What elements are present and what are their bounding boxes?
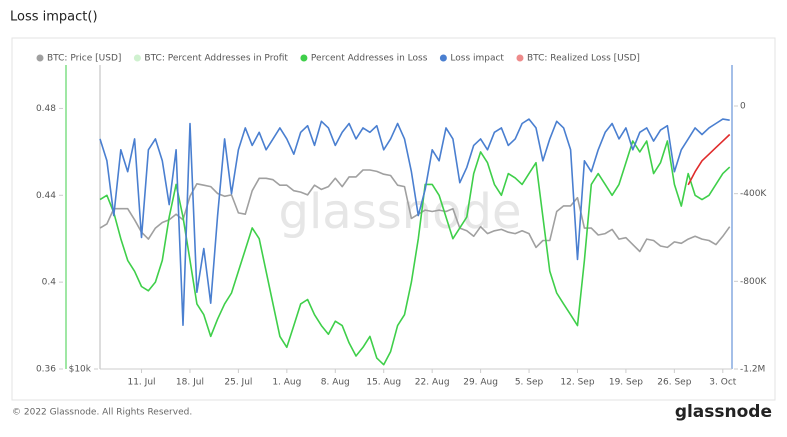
x-tick-label: 29. Aug bbox=[463, 378, 498, 388]
y-tick-label: 0.44 bbox=[36, 191, 56, 201]
legend-marker bbox=[36, 54, 44, 62]
x-tick-label: 1. Aug bbox=[272, 378, 301, 388]
x-tick-label: 12. Sep bbox=[560, 378, 594, 388]
legend-label[interactable]: BTC: Percent Addresses in Profit bbox=[144, 54, 288, 64]
y3-tick-label: $10k bbox=[69, 365, 92, 375]
legend-marker bbox=[516, 54, 524, 62]
legend-marker bbox=[300, 54, 308, 62]
y2-tick-label: -1.2M bbox=[740, 365, 765, 375]
brand-logo: glassnode bbox=[675, 402, 772, 422]
y2-tick-label: -800K bbox=[740, 277, 767, 287]
watermark: glassnode bbox=[278, 184, 521, 240]
legend-label[interactable]: Percent Addresses in Loss bbox=[311, 54, 428, 64]
x-tick-label: 22. Aug bbox=[415, 378, 450, 388]
x-tick-label: 15. Aug bbox=[366, 378, 401, 388]
series-line bbox=[687, 133, 731, 186]
y2-tick-label: 0 bbox=[740, 101, 746, 111]
x-tick-label: 5. Sep bbox=[515, 378, 544, 388]
x-tick-label: 3. Oct bbox=[709, 378, 736, 388]
legend-label[interactable]: BTC: Realized Loss [USD] bbox=[527, 54, 640, 64]
footer: © 2022 Glassnode. All Rights Reserved. bbox=[12, 408, 192, 418]
y2-tick-label: -400K bbox=[740, 189, 767, 199]
legend-label[interactable]: BTC: Price [USD] bbox=[47, 54, 121, 64]
x-tick-label: 25. Jul bbox=[224, 378, 252, 388]
x-tick-label: 18. Jul bbox=[176, 378, 204, 388]
chart-title: Loss impact() bbox=[10, 10, 98, 25]
series-line bbox=[99, 118, 730, 326]
series-line bbox=[99, 169, 731, 253]
legend-marker bbox=[133, 54, 141, 62]
y-tick-label: 0.4 bbox=[42, 278, 57, 288]
legend-marker bbox=[439, 54, 447, 62]
y-tick-label: 0.36 bbox=[36, 365, 56, 375]
x-tick-label: 26. Sep bbox=[657, 378, 691, 388]
y-tick-label: 0.48 bbox=[36, 104, 56, 114]
chart-frame bbox=[11, 37, 776, 401]
x-tick-label: 19. Sep bbox=[609, 378, 643, 388]
x-tick-label: 8. Aug bbox=[321, 378, 350, 388]
legend-label[interactable]: Loss impact bbox=[450, 54, 504, 64]
x-tick-label: 11. Jul bbox=[127, 378, 155, 388]
series-line bbox=[99, 140, 731, 366]
